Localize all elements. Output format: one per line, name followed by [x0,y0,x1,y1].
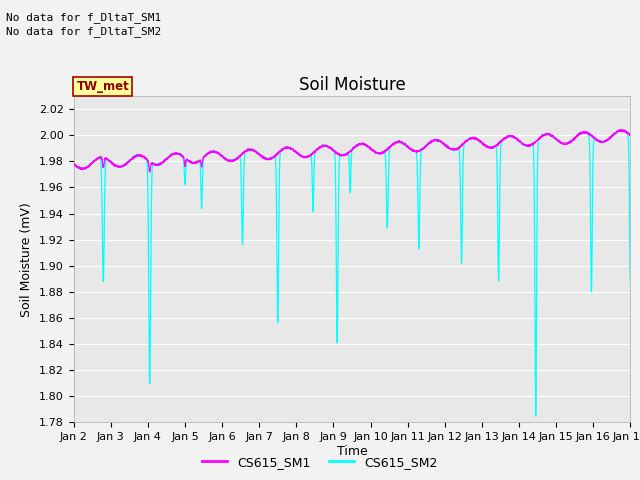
CS615_SM2 [170,151,177,157]
CS615_SM1 [477,139,484,145]
Text: No data for f_DltaT_SM1: No data for f_DltaT_SM1 [6,12,162,23]
Line: CS615_SM1: CS615_SM1 [74,130,630,172]
CS615_SM1 [509,133,516,139]
Text: No data for f_DltaT_SM2: No data for f_DltaT_SM2 [6,26,162,37]
CS615_SM2 [446,145,454,151]
Text: TW_met: TW_met [76,80,129,93]
X-axis label: Time: Time [337,445,367,458]
CS615_SM1 [627,132,634,138]
CS615_SM1 [616,127,623,132]
CS615_SM2 [332,159,339,165]
Title: Soil Moisture: Soil Moisture [299,76,405,95]
CS615_SM2 [626,254,634,260]
CS615_SM1 [446,145,454,151]
CS615_SM1 [626,132,634,138]
CS615_SM1 [170,151,178,157]
Y-axis label: Soil Moisture (mV): Soil Moisture (mV) [20,202,33,317]
CS615_SM2 [627,283,634,288]
CS615_SM1 [332,148,339,154]
CS615_SM1 [146,169,154,175]
CS615_SM2 [532,413,540,419]
CS615_SM2 [508,133,516,139]
CS615_SM2 [477,138,484,144]
CS615_SM2 [617,127,625,132]
Line: CS615_SM2: CS615_SM2 [74,130,630,416]
CS615_SM2 [70,161,77,167]
CS615_SM1 [70,161,77,167]
Legend: CS615_SM1, CS615_SM2: CS615_SM1, CS615_SM2 [197,451,443,474]
